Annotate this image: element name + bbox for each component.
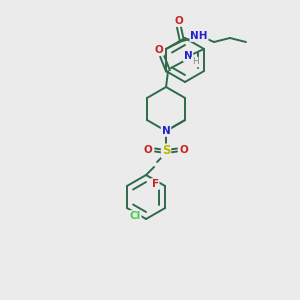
Text: F: F	[152, 179, 159, 189]
Text: Cl: Cl	[129, 211, 141, 221]
Text: H: H	[192, 58, 198, 67]
Text: O: O	[180, 145, 188, 155]
Text: O: O	[175, 16, 183, 26]
Text: S: S	[162, 145, 170, 158]
Text: O: O	[155, 45, 164, 55]
Text: N: N	[184, 51, 192, 61]
Text: NH: NH	[190, 31, 208, 41]
Text: O: O	[144, 145, 152, 155]
Text: N: N	[162, 126, 170, 136]
